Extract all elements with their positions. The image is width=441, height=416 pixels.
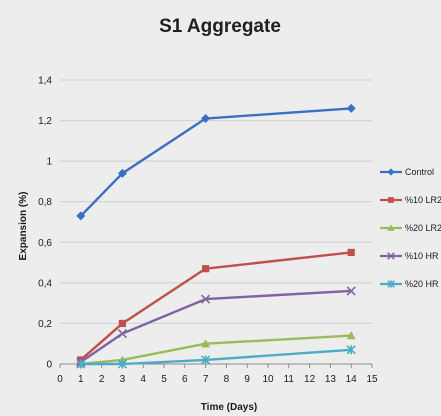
legend-marker-1 [388,197,394,203]
point-s4-0 [76,359,86,369]
point-s3-3 [346,286,356,296]
y-tick-label-5: 1 [46,157,52,168]
legend-label-0: Control [405,167,434,177]
y-tick-label-0: 0 [46,360,52,371]
legend-item-0: Control [380,167,434,177]
legend-item-3: %10 HR [380,251,439,261]
x-tick-label-7: 7 [203,374,209,385]
gridlines [60,79,372,324]
chart-title: S1 Aggregate [159,16,281,37]
legend-label-1: %10 LR2 [405,195,441,205]
legend-item-1: %10 LR2 [380,195,441,205]
x-tick-label-9: 9 [244,374,250,385]
legend-marker-2 [387,224,395,231]
legend-label-4: %20 HR [405,279,439,289]
x-tick-label-4: 4 [140,374,146,385]
series-line-3 [80,289,352,363]
legend-item-4: %20 HR [380,279,439,289]
point-s4-3 [346,345,356,355]
legend-label-3: %10 HR [405,251,439,261]
x-tick-label-2: 2 [99,374,105,385]
point-s0-1 [117,168,127,178]
series-line-0 [79,107,352,217]
y-tick-label-3: 0,6 [38,238,52,249]
y-axis-label: Expansion (%) [18,192,29,261]
x-tick-label-6: 6 [182,374,188,385]
x-tick-label-12: 12 [304,374,316,385]
x-tick-label-0: 0 [57,374,63,385]
series-1 [77,248,355,364]
legend-marker-0 [387,168,395,176]
point-s1-1 [118,319,126,328]
point-s0-2 [201,114,211,124]
x-tick-label-1: 1 [78,374,84,385]
series-line-1 [80,251,352,361]
x-axis-label: Time (Days) [201,402,258,413]
series-line-2 [80,334,352,366]
series-line-4 [80,348,352,366]
point-s4-2 [200,355,211,365]
x-tick-label-14: 14 [346,374,358,385]
point-s3-2 [200,294,211,304]
point-s0-0 [76,211,86,221]
point-s0-3 [346,103,356,113]
x-tick-label-11: 11 [284,374,295,385]
x-tick-label-8: 8 [224,374,230,385]
series-4 [76,345,356,369]
legend: Control %10 LR2 %20 LR2 %10 HR %20 HR [380,167,441,289]
x-tick-label-15: 15 [366,374,378,385]
y-tick-label-4: 0,8 [38,197,52,208]
legend-marker-4 [387,280,395,288]
point-s2-3 [346,331,356,340]
point-s4-1 [117,359,128,369]
series-0 [76,103,356,221]
y-tick-label-1: 0,2 [38,319,52,330]
x-tick-label-5: 5 [161,374,167,385]
legend-label-2: %20 LR2 [405,223,441,233]
x-tick-label-3: 3 [120,374,126,385]
y-tick-label-6: 1,2 [38,116,52,127]
data-series [76,103,356,369]
x-tick-label-10: 10 [262,374,274,385]
legend-item-2: %20 LR2 [380,223,441,233]
tick-labels: 00,20,40,60,811,21,40 1 2 3 4 5 6 7 8 9 10 11 12 13 14… [38,76,378,386]
legend-marker-3 [387,252,395,260]
x-tick-label-13: 13 [325,374,337,385]
point-s1-3 [347,248,355,257]
y-tick-label-7: 1,4 [38,76,52,87]
point-s2-2 [201,339,211,348]
y-tick-label-2: 0,4 [38,278,52,289]
point-s1-2 [202,265,210,273]
point-s3-1 [117,328,128,339]
